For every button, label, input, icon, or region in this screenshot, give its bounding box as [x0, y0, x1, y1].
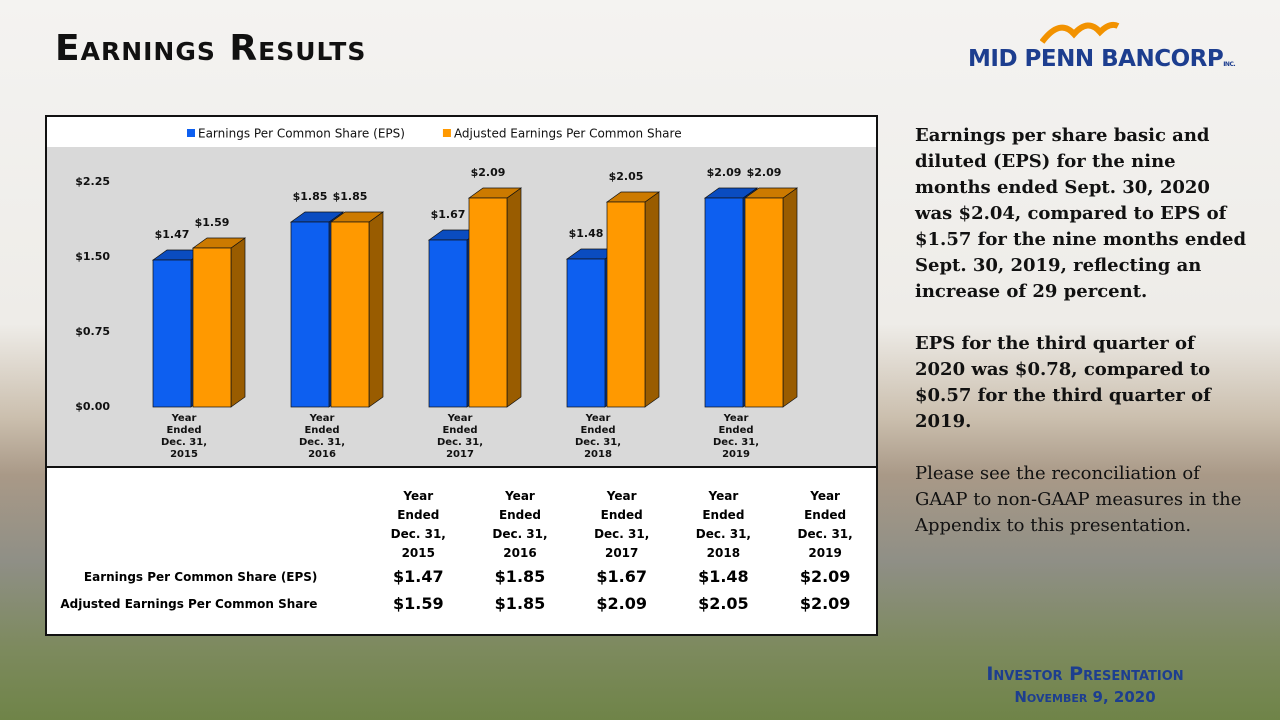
column-header: Year Ended Dec. 31, 2018: [695, 489, 751, 560]
data-label: $1.85: [293, 190, 328, 203]
bar: [329, 211, 385, 408]
data-label: $1.59: [195, 216, 230, 229]
table-row: Adjusted Earnings Per Common Share $1.59 $…: [47, 590, 876, 617]
legend-label: Adjusted Earnings Per Common Share: [454, 127, 682, 141]
data-label: $2.09: [707, 166, 742, 179]
bar-front: [290, 221, 330, 408]
paragraph: Earnings per share basic and diluted (EP…: [915, 125, 1247, 302]
bar-side: [644, 191, 660, 408]
slide-title: Earnings Results: [55, 28, 367, 69]
footer-title: Investor Presentation: [986, 663, 1184, 685]
bar-front: [192, 247, 232, 408]
bar-front: [566, 258, 606, 408]
x-tick-label: Year Ended Dec. 31, 2015: [161, 413, 208, 460]
table-cell: $1.48: [698, 567, 749, 586]
logo-mark: [1040, 21, 1120, 44]
table-cell: $1.85: [494, 594, 546, 613]
y-tick-label: $1.50: [75, 250, 110, 263]
bar-side: [368, 211, 384, 408]
bar-front: [704, 197, 744, 408]
data-label: $2.09: [471, 166, 506, 179]
row-label: Adjusted Earnings Per Common Share: [60, 596, 318, 611]
table-cell: $1.59: [392, 594, 444, 613]
data-table: Year Ended Dec. 31, 2015 Year Ended Dec. …: [47, 487, 876, 617]
bar: [743, 187, 799, 408]
data-label: $2.05: [609, 170, 644, 183]
logo: MID PENN BANCORPINC.: [968, 46, 1236, 72]
data-label: $1.48: [569, 227, 604, 240]
bar: [191, 237, 247, 408]
bar-front: [152, 259, 192, 408]
table-cell: $1.85: [494, 567, 546, 586]
data-label: $2.09: [747, 166, 782, 179]
chart: $0.00 $0.75 $1.50 $2.25 Earnings Per Common …: [47, 127, 876, 468]
bar-front: [330, 221, 370, 408]
column-header: Year Ended Dec. 31, 2015: [390, 489, 446, 560]
y-tick-label: $0.75: [75, 325, 110, 338]
bar: [605, 191, 661, 408]
y-tick-label: $2.25: [75, 175, 110, 188]
table-header: Year Ended Dec. 31, 2015 Year Ended Dec. …: [47, 487, 876, 563]
column-header: Year Ended Dec. 31, 2019: [797, 489, 853, 560]
table-cell: $2.09: [799, 567, 851, 586]
footer-date: November 9, 2020: [1014, 688, 1156, 706]
paragraph: EPS for the third quarter of 2020 was $0…: [915, 333, 1211, 432]
logo-suffix: INC.: [1223, 61, 1236, 68]
bar-front: [606, 201, 646, 408]
bar-side: [782, 187, 798, 408]
table-corner: [47, 487, 367, 563]
commentary: Earnings per share basic and diluted (EP…: [915, 123, 1250, 565]
table-cell: $1.47: [392, 567, 444, 586]
table-cell: $2.09: [799, 594, 851, 613]
bar-front: [428, 239, 468, 408]
column-header: Year Ended Dec. 31, 2017: [594, 489, 650, 560]
x-tick-label: Year Ended Dec. 31, 2019: [713, 413, 760, 460]
legend-swatch: [187, 129, 195, 137]
legend-label: Earnings Per Common Share (EPS): [198, 127, 405, 141]
table-cell: $2.05: [698, 594, 749, 613]
table-cell: $2.09: [596, 594, 647, 613]
legend-swatch: [442, 129, 451, 137]
logo-text: MID PENN BANCORP: [968, 46, 1224, 72]
row-label: Earnings Per Common Share (EPS): [83, 569, 318, 584]
table-row: Earnings Per Common Share (EPS) $1.47 $1.8…: [47, 563, 876, 590]
paragraph: Please see the reconciliation of GAAP to…: [915, 463, 1242, 536]
data-label: $1.47: [155, 228, 190, 241]
x-tick-label: Year Ended Dec. 31, 2017: [437, 413, 484, 460]
bar-side: [506, 187, 522, 408]
bar-side: [230, 237, 246, 408]
bar-front: [468, 197, 508, 408]
x-tick-label: Year Ended Dec. 31, 2018: [575, 413, 622, 460]
data-label: $1.67: [431, 208, 466, 221]
y-tick-label: $0.00: [75, 400, 110, 413]
x-tick-label: Year Ended Dec. 31, 2016: [299, 413, 346, 460]
bar-front: [744, 197, 784, 408]
chart-box: $0.00 $0.75 $1.50 $2.25 Earnings Per Common …: [45, 115, 878, 636]
data-label: $1.85: [333, 190, 368, 203]
bar: [467, 187, 523, 408]
table-cell: $1.67: [596, 567, 647, 586]
column-header: Year Ended Dec. 31, 2016: [492, 489, 548, 560]
